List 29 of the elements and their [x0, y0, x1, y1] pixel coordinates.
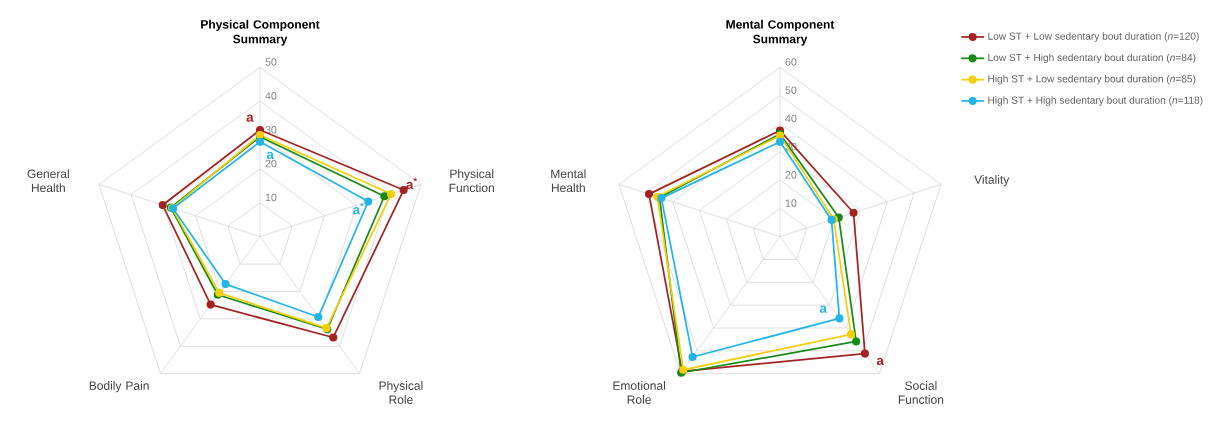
text: a [246, 114, 254, 122]
spoke-label: Physical Role [379, 381, 423, 404]
spoke-label: Emotional Role [613, 381, 665, 404]
text: a [876, 357, 884, 366]
y-tick-label: 20 [785, 171, 797, 179]
spoke-label: Mental Component Summary [726, 19, 835, 46]
legend-label: High ST + High sedentary bout duration (n=118) [988, 96, 1203, 106]
spoke-label: Mental Health [551, 169, 586, 193]
spoke-label: Bodily Pain [89, 381, 149, 393]
y-tick-label: 40 [785, 114, 797, 123]
text: a [819, 305, 828, 313]
text: a$^{*}$ [353, 202, 364, 215]
y-tick-label: 50 [785, 86, 797, 94]
y-tick-label: 20 [265, 159, 277, 168]
text: a [266, 151, 274, 160]
legend-label: Low ST + Low sedentary bout duration (n=120) [988, 32, 1199, 42]
y-tick-label: 60 [785, 58, 797, 66]
y-tick-label: 50 [265, 58, 277, 66]
text: a$^{*}$ [406, 177, 417, 190]
spoke-label: Vitality [974, 175, 1010, 187]
y-tick-label: 10 [265, 193, 277, 202]
y-tick-label: 10 [785, 199, 797, 207]
spoke-label: General Health [27, 169, 69, 193]
legend-label: High ST + Low sedentary bout duration (n=85) [988, 74, 1196, 85]
legend-label: Low ST + High sedentary bout duration (n=84) [988, 53, 1196, 64]
spoke-label: Physical Component Summary [201, 19, 320, 46]
spoke-label: Social Function [898, 381, 944, 404]
y-tick-label: 40 [265, 92, 277, 100]
spoke-label: Physical Function [449, 169, 494, 193]
